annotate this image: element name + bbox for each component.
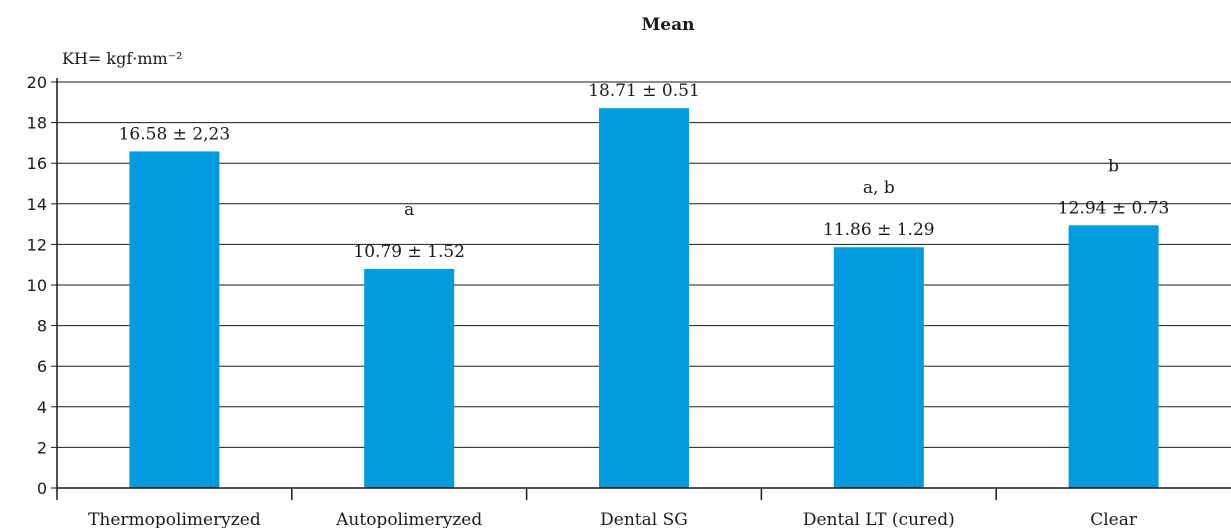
y-tick-label: 10 [27, 276, 47, 295]
significance-label: b [1108, 156, 1119, 176]
bar [833, 247, 924, 488]
x-category-label: Autopolimeryzed [335, 510, 482, 528]
y-tick-label: 16 [27, 154, 47, 173]
y-axis-unit-label: KH= kgf·mm⁻² [62, 49, 183, 68]
y-tick-label: 2 [37, 438, 47, 457]
bar [1068, 225, 1159, 488]
y-tick-label: 0 [37, 479, 47, 498]
data-label: 18.71 ± 0.51 [588, 81, 700, 101]
bars [129, 108, 1159, 488]
y-tick-label: 12 [27, 235, 47, 254]
bar [364, 268, 455, 488]
x-category-label: Thermopolimeryzed [88, 510, 261, 528]
data-label: 10.79 ± 1.52 [353, 242, 465, 262]
x-category-label: Dental SG [600, 510, 688, 528]
y-tick-label: 18 [27, 114, 47, 133]
data-label: 16.58 ± 2,23 [119, 124, 231, 144]
significance-label: a [404, 200, 414, 220]
y-tick-label: 6 [37, 357, 47, 376]
x-category-label: Clear [1090, 510, 1138, 528]
y-tick-label: 20 [27, 73, 47, 92]
bar [599, 108, 689, 488]
y-tick-label: 4 [37, 398, 47, 417]
y-tick-label: 8 [37, 317, 47, 336]
data-label: 12.94 ± 0.73 [1058, 198, 1170, 218]
labels: 0 2 4 6 8 10 12 14 16 18 20 Thermopolimeryzed 16.58 … [27, 73, 1170, 528]
chart-title: Mean [641, 15, 694, 35]
data-label: 11.86 ± 1.29 [823, 220, 935, 240]
axes [51, 78, 1231, 500]
y-tick-label: 14 [27, 195, 47, 214]
x-category-label: Dental LT (cured) [803, 510, 955, 528]
bar [129, 151, 220, 488]
significance-label: a, b [863, 178, 895, 198]
